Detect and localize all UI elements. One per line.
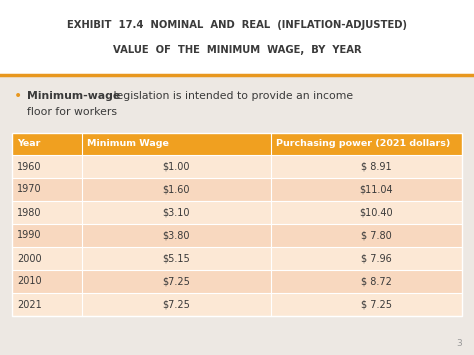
Text: 2000: 2000: [17, 253, 42, 263]
Text: legislation is intended to provide an income: legislation is intended to provide an in…: [110, 91, 353, 101]
Bar: [12, 247, 462, 270]
Bar: [12, 201, 462, 224]
Bar: [12, 270, 462, 293]
Text: EXHIBIT  17.4  NOMINAL  AND  REAL  (INFLATION-ADJUSTED): EXHIBIT 17.4 NOMINAL AND REAL (INFLATION…: [67, 20, 407, 30]
Text: $3.10: $3.10: [163, 208, 190, 218]
Bar: [12, 293, 462, 316]
Bar: [12, 155, 462, 178]
Text: $5.15: $5.15: [163, 253, 190, 263]
Text: •: •: [14, 89, 22, 103]
Text: $1.00: $1.00: [163, 162, 190, 171]
Text: 3: 3: [456, 339, 462, 348]
Text: $ 8.72: $ 8.72: [361, 277, 392, 286]
Text: 2021: 2021: [17, 300, 42, 310]
Text: 1990: 1990: [17, 230, 42, 240]
Text: $ 8.91: $ 8.91: [361, 162, 392, 171]
Text: $ 7.96: $ 7.96: [361, 253, 392, 263]
Text: $7.25: $7.25: [162, 300, 190, 310]
Bar: [12, 178, 462, 201]
Text: Minimum Wage: Minimum Wage: [87, 140, 169, 148]
Text: $11.04: $11.04: [360, 185, 393, 195]
Text: 1970: 1970: [17, 185, 42, 195]
Bar: [12, 133, 462, 155]
Text: Minimum-wage: Minimum-wage: [27, 91, 120, 101]
Text: $7.25: $7.25: [162, 277, 190, 286]
Text: 2010: 2010: [17, 277, 42, 286]
Text: $1.60: $1.60: [163, 185, 190, 195]
Text: Purchasing power (2021 dollars): Purchasing power (2021 dollars): [276, 140, 450, 148]
Text: $ 7.25: $ 7.25: [361, 300, 392, 310]
Bar: [12, 133, 462, 316]
Text: 1960: 1960: [17, 162, 42, 171]
Text: floor for workers: floor for workers: [27, 107, 117, 117]
Text: VALUE  OF  THE  MINIMUM  WAGE,  BY  YEAR: VALUE OF THE MINIMUM WAGE, BY YEAR: [113, 45, 361, 55]
Text: $10.40: $10.40: [360, 208, 393, 218]
Bar: [12, 224, 462, 247]
Text: $ 7.80: $ 7.80: [361, 230, 392, 240]
Text: Year: Year: [17, 140, 40, 148]
Text: 1980: 1980: [17, 208, 42, 218]
Bar: [0, 0, 474, 75]
Text: $3.80: $3.80: [163, 230, 190, 240]
